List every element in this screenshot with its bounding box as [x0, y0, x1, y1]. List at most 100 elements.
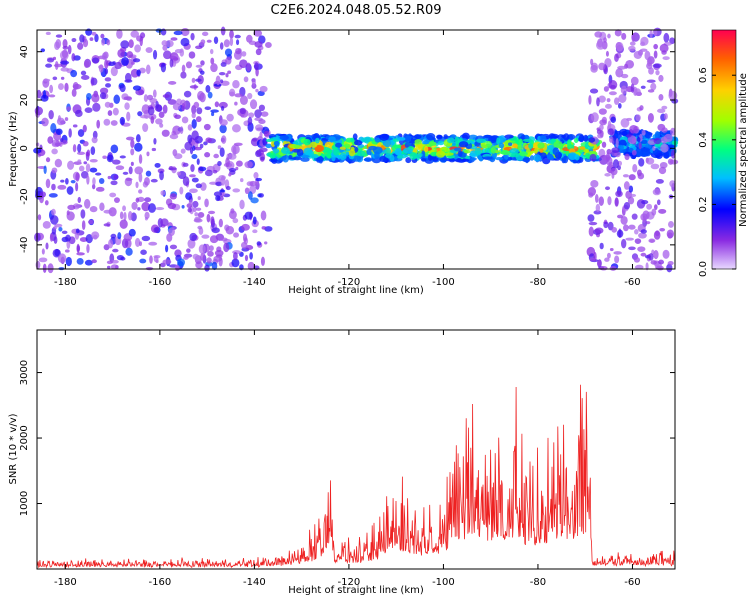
spectrogram-cell [213, 83, 222, 87]
spectrogram-cell [593, 210, 602, 215]
spectrogram-cell [653, 43, 659, 50]
spectrogram-cell [653, 137, 662, 145]
spectrogram-cell [646, 203, 653, 210]
spectrogram-cell [448, 157, 456, 163]
spectrogram-cell [89, 206, 98, 213]
spectrogram-cell [110, 120, 118, 126]
spectrogram-cell [414, 139, 422, 145]
spectrogram-cell [125, 247, 133, 256]
spectrogram-cell [384, 147, 391, 155]
spectrogram-x-tick-label: -80 [530, 277, 546, 288]
spectrogram-cell [116, 254, 124, 261]
spectrogram-cell [82, 124, 87, 133]
spectrogram-cell [259, 85, 268, 93]
spectrogram-cell [110, 264, 119, 270]
spectrogram-cell [195, 78, 202, 82]
spectrogram-cell [134, 142, 143, 152]
spectrogram-cell [588, 94, 592, 105]
spectrogram-cell [51, 167, 58, 174]
spectrogram-cell [52, 76, 58, 81]
spectrogram-cell [65, 256, 72, 267]
spectrogram-cell [632, 163, 638, 173]
spectrogram-cell [37, 214, 42, 221]
spectrogram-cell [41, 117, 49, 127]
spectrogram-cell [199, 143, 204, 149]
spectrogram-cell [512, 143, 518, 148]
spectrogram-cell [624, 153, 630, 161]
spectrogram-cell [144, 211, 150, 220]
spectrogram-x-tick-label: -120 [338, 277, 361, 288]
spectrogram-cell [174, 48, 183, 54]
spectrogram-cell [638, 158, 645, 167]
spectrogram-cell [159, 170, 164, 181]
spectrogram-cell [650, 163, 660, 170]
spectrogram-cell [231, 258, 240, 268]
spectrogram-cell [225, 57, 232, 65]
spectrogram-cell [53, 236, 58, 244]
spectrogram-cell [122, 205, 126, 212]
spectrogram-cell [260, 210, 267, 221]
spectrogram-cell [315, 137, 320, 144]
spectrogram-cell [149, 255, 153, 264]
spectrogram-cell [462, 132, 470, 140]
spectrogram-cell [323, 148, 333, 156]
spectrogram-cell [254, 62, 259, 71]
spectrogram-cell [116, 29, 123, 39]
spectrogram-cell [223, 242, 230, 253]
spectrogram-cell [134, 44, 141, 53]
spectrogram-cell [579, 146, 586, 150]
spectrogram-cell [630, 193, 637, 198]
snr-y-tick-label: 2000 [19, 425, 30, 450]
spectrogram-cell [658, 93, 664, 101]
spectrogram-cell [74, 109, 83, 118]
spectrogram-cell [181, 204, 185, 209]
spectrogram-cell [136, 69, 141, 77]
spectrogram-cell [594, 227, 604, 234]
spectrogram-cell [60, 60, 70, 65]
spectrogram-cell [95, 172, 102, 176]
spectrogram-cell [81, 220, 86, 231]
spectrogram-cell [597, 259, 602, 267]
spectrogram-cell [382, 139, 392, 148]
spectrogram-cell [239, 199, 245, 210]
spectrogram-cell [645, 221, 651, 225]
spectrogram-cell [519, 151, 528, 157]
spectrogram-cell [595, 203, 601, 213]
spectrogram-cell [147, 203, 156, 213]
spectrogram-cell [339, 152, 347, 161]
spectrogram-cell [436, 134, 443, 139]
spectrogram-cell [603, 37, 607, 43]
spectrogram-cell [300, 154, 310, 158]
spectrogram-cell [192, 145, 196, 151]
spectrogram-cell [47, 136, 54, 144]
spectrogram-cell [252, 229, 258, 234]
spectrogram-cell [182, 162, 189, 167]
spectrogram-cell [300, 157, 310, 162]
spectrogram-cell [437, 140, 445, 146]
spectrogram-cell [80, 170, 89, 179]
spectrogram-cell [549, 135, 558, 139]
spectrogram-cell [356, 150, 366, 157]
snr-plot-area [37, 330, 675, 569]
spectrogram-cell [156, 104, 163, 112]
spectrogram-cell [148, 241, 158, 246]
spectrogram-cell [183, 90, 192, 98]
spectrogram-cell [363, 158, 372, 162]
spectrogram-cell [86, 175, 90, 185]
spectrogram-cell [598, 95, 606, 103]
spectrogram-cell [207, 91, 213, 99]
spectrogram-cell [596, 97, 600, 107]
spectrogram-cell [187, 238, 196, 249]
spectrogram-cell [145, 64, 151, 75]
spectrogram-cell [67, 160, 75, 170]
spectrogram-cell [139, 36, 143, 47]
spectrogram-cell [181, 103, 186, 112]
spectrogram-cell [79, 34, 85, 43]
spectrogram-cell [606, 152, 610, 163]
spectrogram-cell [255, 177, 263, 182]
spectrogram-cell [436, 150, 446, 158]
spectrogram-cell [140, 249, 147, 255]
spectrogram-cell [243, 76, 249, 83]
spectrogram-cell [189, 85, 199, 89]
spectrogram-cell [53, 226, 57, 230]
